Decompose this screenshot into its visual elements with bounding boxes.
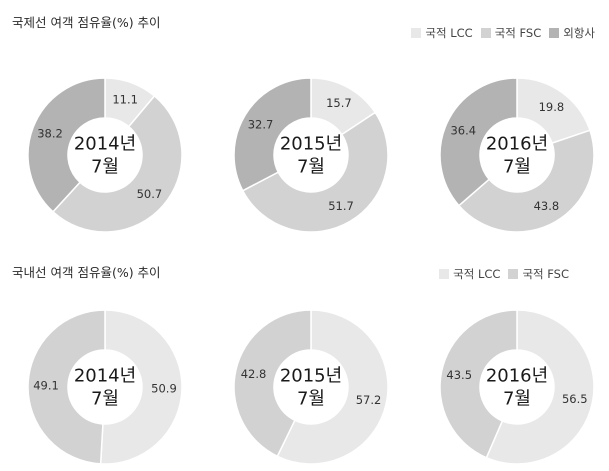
data-label: 57.2 xyxy=(356,393,382,407)
legend-swatch xyxy=(411,28,422,38)
domestic-section-title: 국내선 여객 점유율(%) 추이 xyxy=(12,265,161,280)
center-month-label: 7월 xyxy=(503,389,531,410)
data-label: 50.9 xyxy=(151,382,177,396)
legend-label: 국적 FSC xyxy=(494,26,542,40)
center-year-label: 2014년 xyxy=(74,134,136,155)
data-label: 56.5 xyxy=(562,392,588,406)
donut-slice xyxy=(99,309,183,465)
data-label: 51.7 xyxy=(328,199,354,213)
legend-label: 국적 LCC xyxy=(425,26,473,40)
domestic-legend: 국적 LCC 국적 FSC xyxy=(439,266,569,282)
domestic-legend-item: 국적 LCC xyxy=(439,266,500,282)
data-label: 43.8 xyxy=(534,199,560,213)
center-month-label: 7월 xyxy=(297,389,325,410)
data-label: 36.4 xyxy=(450,124,476,138)
data-label: 43.5 xyxy=(446,368,472,382)
data-label: 38.2 xyxy=(37,127,63,141)
international-section-title: 국제선 여객 점유율(%) 추이 xyxy=(12,15,161,30)
donut-slice xyxy=(27,77,106,213)
legend-label: 국적 FSC xyxy=(522,267,569,281)
data-label: 50.7 xyxy=(137,187,163,201)
center-month-label: 7월 xyxy=(91,389,119,410)
center-month-label: 7월 xyxy=(503,157,531,178)
donut-slice xyxy=(27,309,106,465)
international-legend-item: 국적 FSC xyxy=(480,25,542,41)
legend-swatch xyxy=(480,28,491,38)
donut-slice xyxy=(233,309,312,458)
donut-slice xyxy=(51,94,183,233)
center-month-label: 7월 xyxy=(91,157,119,178)
donut-slice xyxy=(485,309,595,465)
center-year-label: 2016년 xyxy=(486,366,548,387)
international-legend-item: 외항사 xyxy=(549,25,595,41)
center-month-label: 7월 xyxy=(297,157,325,178)
center-year-label: 2015년 xyxy=(280,366,342,387)
legend-label: 국적 LCC xyxy=(453,267,501,281)
legend-swatch xyxy=(508,269,519,279)
data-label: 11.1 xyxy=(112,93,138,107)
center-year-label: 2016년 xyxy=(486,134,548,155)
data-label: 42.8 xyxy=(241,367,267,381)
donut-slice xyxy=(241,111,389,233)
international-legend-item: 국적 LCC xyxy=(411,25,473,41)
legend-swatch xyxy=(549,28,560,38)
data-label: 15.7 xyxy=(326,96,352,110)
data-label: 32.7 xyxy=(248,117,274,131)
legend-swatch xyxy=(439,269,450,279)
data-label: 19.8 xyxy=(539,100,565,114)
center-year-label: 2015년 xyxy=(280,134,342,155)
center-year-label: 2014년 xyxy=(74,366,136,387)
legend-label: 외항사 xyxy=(563,26,595,40)
international-legend: 국적 LCC 국적 FSC 외항사 xyxy=(411,25,595,41)
donut-slice xyxy=(233,77,312,192)
donut-slice xyxy=(439,309,518,459)
data-label: 49.1 xyxy=(33,378,59,392)
domestic-legend-item: 국적 FSC xyxy=(508,266,569,282)
donut-slice xyxy=(457,129,595,233)
donut-slice xyxy=(439,77,518,207)
donut-slice xyxy=(276,309,389,465)
